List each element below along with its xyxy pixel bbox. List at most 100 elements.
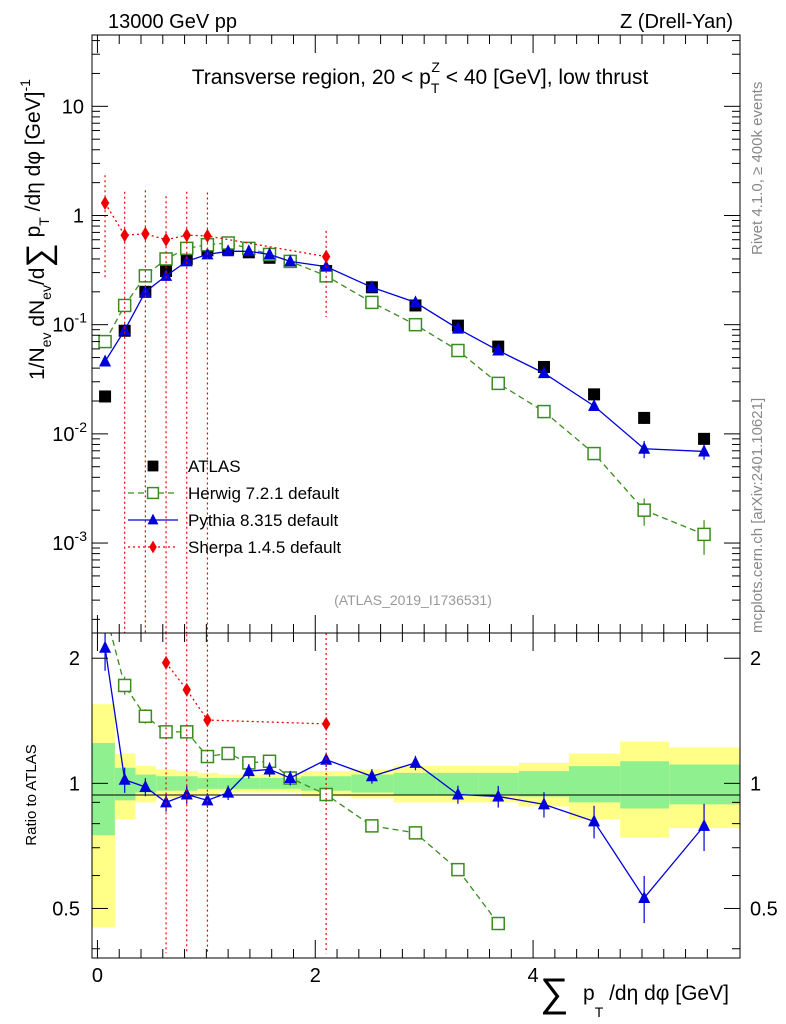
ratio-stat-band (436, 772, 479, 795)
ratio-y-tick-label-right: 2 (750, 648, 761, 670)
atlas-data-point (147, 460, 159, 472)
main-title: Transverse region, 20 < pTZ < 40 [GeV], … (192, 59, 649, 96)
pythia-marker (222, 244, 235, 257)
atlas-data-point (698, 432, 711, 445)
x-axis-label: ∑ pT /dη dφ [GeV] (540, 971, 729, 1020)
pythia-marker (147, 513, 159, 525)
legend-label-pythia: Pythia 8.315 default (188, 511, 339, 530)
pythia-marker (263, 247, 276, 260)
herwig-marker (117, 298, 132, 313)
ratio-herwig-marker (491, 916, 505, 931)
sherpa-marker (203, 228, 212, 243)
ratio-sherpa-line (165, 662, 327, 725)
ratio-pythia-marker (242, 764, 255, 777)
pythia-marker (365, 280, 378, 293)
pythia-marker (320, 259, 333, 272)
sherpa-marker (321, 249, 331, 264)
ratio-herwig-marker (451, 862, 465, 877)
ratio-pythia-marker (180, 787, 193, 800)
atlas-data-point (99, 390, 112, 403)
ratio-pythia-marker (698, 818, 711, 831)
herwig-marker (365, 295, 379, 310)
ratio-stat-band (197, 778, 219, 789)
ratio-herwig-marker (117, 678, 132, 693)
pythia-marker (160, 268, 173, 281)
herwig-marker (537, 404, 551, 419)
ratio-pythia-marker (99, 640, 112, 653)
pythia-marker (118, 323, 131, 336)
ratio-stat-band (239, 778, 260, 789)
ratio-series-group (99, 605, 711, 954)
x-tick-label: 0 (92, 965, 103, 987)
ratio-pythia-marker (409, 755, 422, 768)
x-tick-label: 4 (528, 965, 539, 987)
ratio-pythia-marker (492, 789, 505, 802)
sherpa-line (104, 202, 327, 258)
ratio-sherpa-marker (161, 655, 171, 670)
ratio-herwig-marker (365, 819, 379, 833)
ratio-pythia-marker (118, 772, 131, 785)
ratio-pythia-marker (638, 890, 651, 903)
ratio-pythia-marker (263, 762, 276, 775)
ratio-sherpa-marker (321, 716, 331, 731)
header-energy: 13000 GeV pp (108, 11, 237, 33)
main-y-tick-label: 10-3 (52, 528, 87, 555)
ratio-pythia-marker (284, 771, 297, 784)
ratio-herwig-marker (99, 605, 111, 617)
ratio-y-tick-label-left: 1 (69, 773, 80, 795)
pythia-marker (698, 444, 711, 457)
ratio-pythia-marker (139, 779, 152, 792)
sherpa-marker (141, 226, 150, 241)
x-tick-label: 2 (310, 965, 321, 987)
herwig-marker (637, 503, 651, 517)
atlas-data-point (588, 388, 601, 401)
ratio-herwig-marker (408, 826, 423, 840)
herwig-marker (587, 446, 601, 461)
ratio-pythia-marker (222, 785, 235, 798)
main-y-tick-label: 1 (73, 206, 84, 228)
ratio-stat-band (259, 778, 281, 789)
herwig-marker (451, 343, 465, 358)
pythia-marker (242, 244, 255, 257)
herwig-marker (491, 376, 505, 391)
ratio-stat-band (176, 776, 198, 791)
ratio-sherpa-marker (203, 713, 212, 728)
svg-text:pT /dη dφ [GeV]: pT /dη dφ [GeV] (583, 982, 729, 1020)
sherpa-marker (149, 540, 157, 554)
ratio-y-tick-label-right: 0.5 (750, 898, 778, 920)
main-y-axis-label: 1/Nev dNev/d∑ pT /dη dφ [GeV]-1 (17, 79, 58, 380)
ratio-stat-band (669, 764, 740, 805)
pythia-marker (409, 295, 422, 308)
ratio-y-axis-label: Ratio to ATLAS (23, 744, 40, 845)
ratio-pythia-marker (588, 814, 601, 827)
legend-label-herwig: Herwig 7.2.1 default (188, 484, 339, 503)
legend-label-sherpa: Sherpa 1.4.5 default (188, 538, 341, 557)
svg-text:1/Nev dNev/d∑ pT /dη dφ [GeV]: 1/Nev dNev/d∑ pT /dη dφ [GeV]-1 (17, 79, 58, 380)
sherpa-marker (161, 232, 171, 247)
legend-label-atlas: ATLAS (188, 457, 241, 476)
rivet-version-label: Rivet 4.1.0, ≥ 400k events (749, 82, 766, 255)
main-y-tick-label: 10-2 (52, 419, 87, 446)
main-y-tick-label: 10 (62, 96, 84, 118)
ratio-pythia-marker (537, 797, 550, 810)
sherpa-marker (100, 196, 110, 211)
ratio-herwig-marker (221, 746, 235, 761)
mcplots-label: mcplots.cern.ch [arXiv:2401.10621] (749, 398, 766, 633)
ratio-y-tick-label-right: 1 (750, 773, 761, 795)
ratio-stat-band (569, 766, 621, 803)
ratio-y-tick-label-left: 2 (69, 648, 80, 670)
ratio-pythia-marker (201, 793, 214, 806)
herwig-marker (408, 317, 423, 332)
pythia-marker (588, 398, 601, 411)
pythia-marker (492, 343, 505, 356)
atlas-data-point (638, 411, 651, 424)
ratio-stat-band (393, 772, 437, 795)
ratio-sherpa-marker (182, 682, 191, 697)
pythia-marker (451, 321, 464, 334)
pythia-marker (638, 441, 651, 454)
pythia-marker (284, 254, 297, 267)
ratio-stat-band (620, 761, 670, 809)
pythia-marker (180, 254, 193, 267)
herwig-marker (146, 486, 160, 500)
